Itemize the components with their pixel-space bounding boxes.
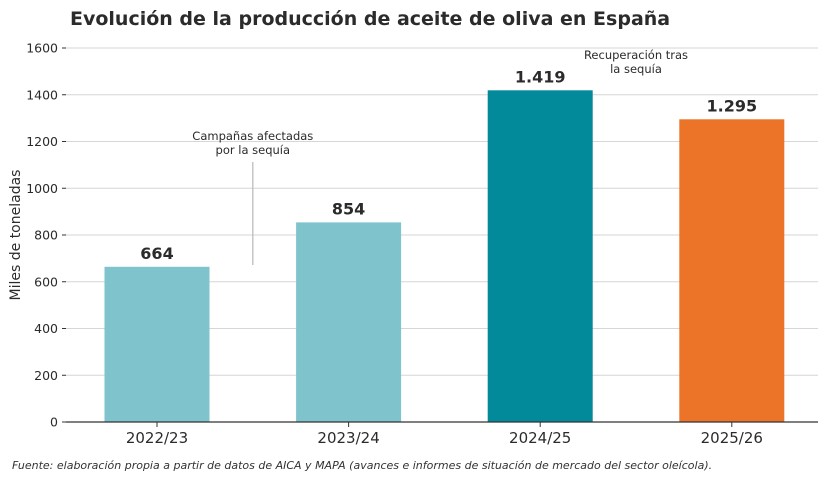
y-tick-label: 1400 — [26, 87, 58, 102]
bar-2024-25 — [487, 90, 593, 422]
annotation-text: por la sequía — [216, 143, 291, 157]
data-label: 1.419 — [515, 67, 566, 86]
chart-title: Evolución de la producción de aceite de … — [70, 8, 670, 30]
bars-layer — [104, 90, 785, 422]
annotation-text: la sequía — [610, 62, 662, 76]
y-tick-label: 1600 — [26, 41, 58, 56]
y-tick-label: 600 — [34, 274, 58, 289]
y-axis-label: Miles de toneladas — [8, 170, 24, 301]
y-tick-label: 1000 — [26, 181, 58, 196]
bar-2025-26 — [679, 119, 785, 422]
x-tick-label: 2024/25 — [509, 429, 571, 447]
x-tick-label: 2023/24 — [317, 429, 379, 447]
x-tick-label: 2025/26 — [701, 429, 763, 447]
y-tick-label: 400 — [34, 321, 58, 336]
x-tick-label: 2022/23 — [126, 429, 188, 447]
bar-2022-23 — [104, 266, 210, 422]
labels-layer: 664 2022/23 854 2023/24 1.419 2024/25 1.295 202… — [66, 67, 818, 447]
y-tick-label: 200 — [34, 368, 58, 383]
data-label: 1.295 — [706, 96, 757, 115]
annotation-text: Recuperación tras — [584, 48, 688, 62]
y-tick-label: 0 — [50, 415, 58, 430]
source-note: Fuente: elaboración propia a partir de d… — [12, 459, 712, 472]
annotation-text: Campañas afectadas — [192, 129, 313, 143]
y-tick-label: 800 — [34, 228, 58, 243]
y-tick-label: 1200 — [26, 134, 58, 149]
bar-2023-24 — [296, 222, 402, 422]
data-label: 854 — [332, 199, 365, 218]
data-label: 664 — [140, 244, 173, 263]
